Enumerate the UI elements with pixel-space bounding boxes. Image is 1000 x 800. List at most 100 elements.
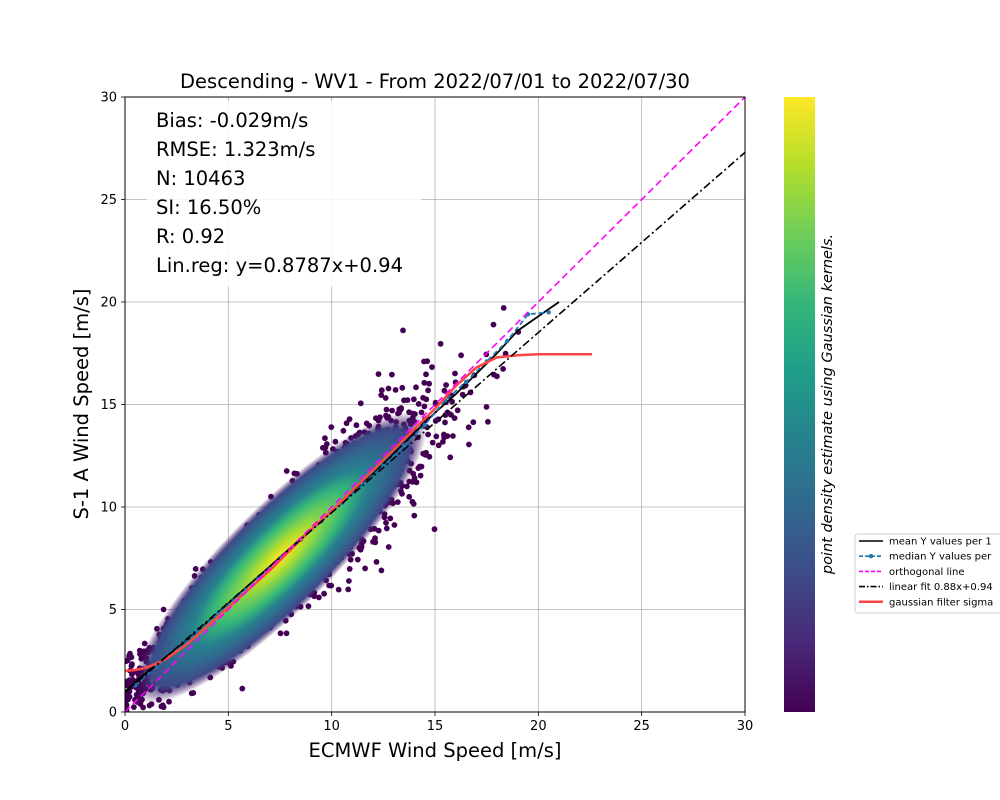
stats-line: RMSE: 1.323m/s — [156, 138, 315, 161]
scatter-point — [125, 696, 131, 703]
scatter-point — [378, 387, 385, 394]
scatter-point — [413, 384, 419, 391]
scatter-point — [435, 442, 442, 449]
x-tick-label: 5 — [224, 719, 232, 734]
y-tick-label: 15 — [100, 398, 117, 413]
legend-marker — [868, 554, 874, 559]
scatter-point — [320, 444, 326, 451]
scatter-point — [373, 415, 379, 422]
y-tick-label: 10 — [100, 501, 117, 516]
scatter-point — [421, 403, 428, 410]
scatter-point — [391, 522, 398, 528]
scatter-point — [346, 566, 353, 572]
scatter-point — [447, 454, 454, 461]
scatter-point — [441, 387, 448, 394]
legend-label: gaussian filter sigma — [889, 597, 993, 608]
scatter-point — [128, 663, 135, 669]
stats-line: Bias: -0.029m/s — [156, 109, 308, 132]
scatter-point — [136, 699, 143, 706]
scatter-point — [346, 416, 353, 422]
scatter-point — [450, 433, 456, 439]
x-tick-label: 25 — [633, 719, 650, 734]
chart-title: Descending - WV1 - From 2022/07/01 to 20… — [180, 70, 690, 93]
scatter-point — [394, 499, 401, 505]
scatter-point — [158, 703, 165, 710]
scatter-point — [426, 453, 433, 460]
scatter-point — [406, 493, 413, 500]
scatter-point — [328, 424, 335, 430]
scatter-point — [442, 419, 448, 426]
scatter-point — [433, 433, 440, 440]
series-point — [401, 443, 407, 448]
series-point — [422, 422, 427, 428]
scatter-point — [340, 427, 347, 434]
scatter-point — [443, 382, 449, 388]
scatter-point — [345, 586, 352, 593]
scatter-point — [131, 704, 137, 710]
scatter-point — [429, 364, 435, 370]
scatter-point — [483, 404, 490, 410]
scatter-point — [425, 387, 431, 394]
y-tick-label: 30 — [100, 91, 117, 106]
scatter-point — [404, 397, 411, 403]
scatter-point — [466, 441, 472, 448]
stats-line: SI: 16.50% — [156, 196, 261, 219]
colorbar — [784, 97, 815, 712]
scatter-point — [305, 603, 312, 610]
y-tick-label: 25 — [100, 193, 117, 208]
scatter-point — [470, 419, 477, 426]
scatter-point — [343, 420, 350, 427]
legend-label: linear fit 0.88x+0.94 — [889, 582, 993, 593]
x-axis-label: ECMWF Wind Speed [m/s] — [309, 739, 562, 762]
legend-label: median Y values per — [889, 552, 992, 563]
scatter-point — [490, 321, 497, 328]
scatter-point — [421, 379, 428, 386]
x-tick-label: 10 — [323, 719, 340, 734]
stats-line: R: 0.92 — [156, 225, 225, 248]
stats-annotation: Bias: -0.029m/s RMSE: 1.323m/s N: 10463 SI:… — [147, 101, 421, 287]
scatter-point — [425, 431, 431, 438]
stats-line: Lin.reg: y=0.8787x+0.94 — [156, 254, 403, 277]
scatter-point — [188, 690, 195, 697]
scatter-point — [373, 559, 380, 565]
scatter-point — [389, 407, 395, 414]
scatter-point — [431, 526, 438, 533]
scatter-point — [399, 384, 406, 391]
x-tick-label: 0 — [121, 719, 129, 734]
scatter-point — [451, 415, 458, 421]
scatter-point — [424, 358, 431, 365]
scatter-point — [353, 422, 360, 429]
x-tick-label: 15 — [427, 719, 444, 734]
scatter-point — [129, 671, 135, 678]
scatter-point — [239, 685, 246, 692]
scatter-point — [415, 401, 422, 407]
scatter-point — [370, 538, 376, 545]
scatter-point — [500, 305, 507, 311]
y-tick-label: 5 — [109, 603, 117, 618]
scatter-point — [485, 418, 491, 425]
y-axis-label: S-1 A Wind Speed [m/s] — [70, 288, 93, 519]
scatter-point — [192, 566, 199, 572]
scatter-point — [316, 594, 322, 601]
stats-background — [147, 101, 421, 287]
scatter-point — [283, 468, 290, 474]
scatter-point — [335, 586, 342, 593]
series-lines — [125, 97, 745, 712]
scatter-point — [277, 630, 284, 637]
scatter-point — [385, 544, 392, 550]
x-tick-label: 30 — [737, 719, 754, 734]
legend-label: mean Y values per 1 — [889, 537, 992, 548]
scatter-point — [410, 500, 417, 507]
scatter-point — [454, 407, 461, 414]
scatter-point — [413, 479, 420, 486]
scatter-point — [500, 366, 506, 372]
series-point — [505, 338, 510, 344]
scatter-point — [411, 475, 418, 481]
series-point — [463, 379, 469, 385]
scatter-point — [437, 340, 444, 347]
scatter-point — [357, 400, 364, 407]
scatter-point — [389, 371, 395, 378]
y-tick-label: 0 — [109, 706, 117, 721]
scatter-point — [385, 385, 392, 392]
